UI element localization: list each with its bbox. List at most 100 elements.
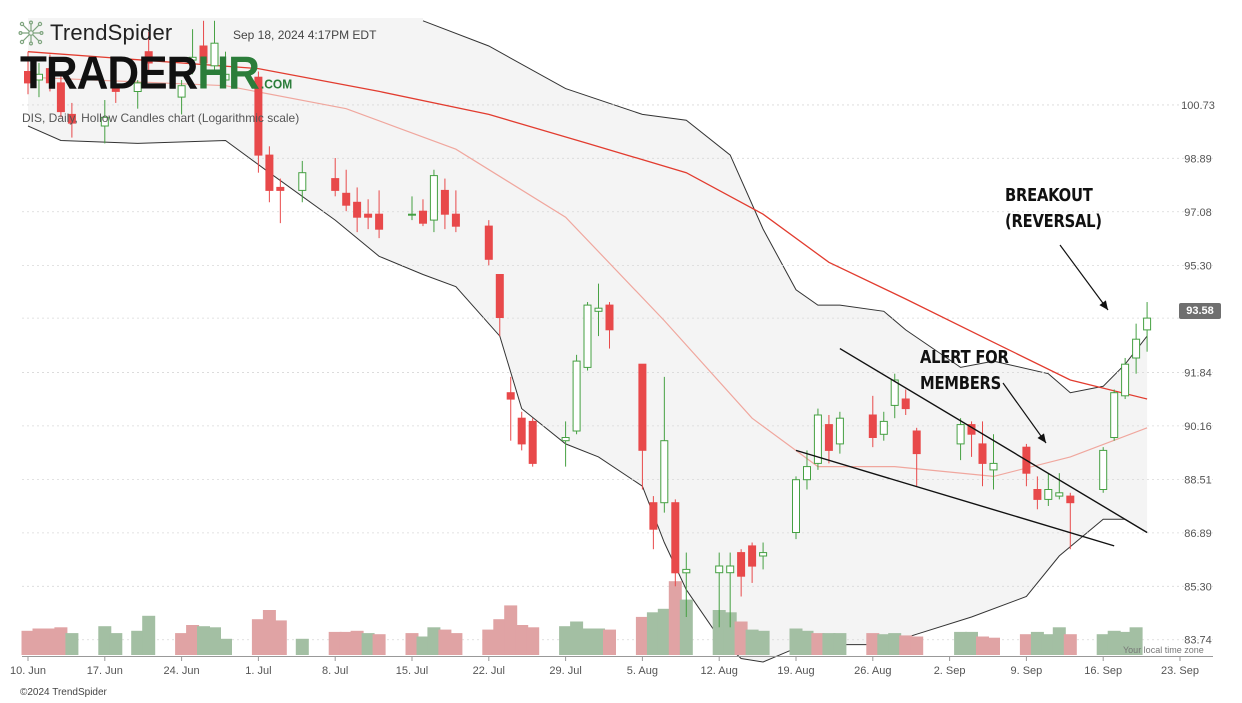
candle-body [605, 304, 614, 331]
candle-body [342, 192, 351, 206]
candle-body [879, 420, 888, 435]
volume-bar [273, 620, 287, 655]
candle-body [35, 73, 43, 81]
candle-body [737, 552, 746, 577]
volume-bar [888, 633, 902, 655]
y-tick-label: 83.74 [1184, 635, 1212, 647]
logo-suffix: .COM [260, 76, 293, 92]
brand-header: TrendSpider [18, 20, 172, 46]
volume-bar [570, 621, 584, 655]
breakout-arrow-shaft [1059, 244, 1109, 311]
chart-timestamp: Sep 18, 2024 4:17PM EDT [233, 28, 377, 42]
candle-body [331, 178, 340, 191]
trendline-layer [795, 347, 1148, 547]
y-tick-label: 95.30 [1184, 260, 1212, 272]
candle-body [1033, 489, 1042, 500]
candle-body [1143, 317, 1152, 331]
candle-body [495, 274, 504, 318]
volume-bar [219, 638, 232, 655]
volume-bar [756, 630, 770, 655]
candle-body [715, 565, 724, 574]
volume-bar [811, 633, 825, 655]
y-tick-label: 98.89 [1184, 153, 1212, 165]
alert-label-line1: ALERT FOR [920, 347, 1009, 368]
volume-bar [43, 628, 57, 655]
volume-bar [1041, 634, 1055, 655]
volume-bar [899, 635, 913, 655]
volume-bar [679, 599, 693, 655]
candle-body [24, 71, 32, 84]
candle-body [956, 424, 965, 445]
candle-body [1044, 489, 1053, 500]
candle-body [375, 213, 384, 230]
candle-body [133, 82, 142, 93]
x-tick-label: 17. Jun [87, 665, 123, 677]
volume-bar [745, 629, 759, 655]
logo-word-trader: TRADER [20, 47, 198, 99]
volume-bar [416, 636, 430, 655]
trendspider-logo-icon [18, 20, 44, 46]
x-tick-label: 1. Jul [245, 665, 271, 677]
candle-body [824, 424, 833, 451]
x-tick-label: 29. Jul [549, 665, 581, 677]
candle-body [484, 225, 493, 260]
volume-bar [833, 633, 847, 655]
candle-body [561, 437, 570, 442]
candle-body [210, 42, 219, 67]
volume-bar [965, 631, 978, 655]
breakout-arrow-head [1099, 300, 1108, 310]
y-tick-label: 88.51 [1184, 474, 1212, 486]
alert-annotation: ALERT FOR MEMBERS [920, 345, 1009, 397]
volume-bar [251, 619, 265, 655]
candle-body [199, 45, 208, 64]
candle-body [100, 116, 109, 127]
volume-bar [350, 630, 364, 655]
x-tick-label: 9. Sep [1010, 665, 1042, 677]
volume-bar [723, 612, 737, 655]
y-tick-label: 86.89 [1184, 528, 1212, 540]
candle-body [67, 113, 76, 124]
volume-bar [339, 631, 353, 655]
annotation-arrows-layer [1002, 244, 1109, 444]
volume-bar [954, 631, 968, 655]
breakout-label-line2: (REVERSAL) [1005, 211, 1102, 232]
candle-body [265, 154, 274, 191]
candle-body [638, 363, 647, 451]
candle-body [890, 379, 899, 406]
candle-body [1099, 449, 1108, 490]
bollinger-lower-line [27, 125, 1148, 663]
candle-body [353, 201, 362, 218]
candle-body [506, 392, 515, 400]
trendline [795, 449, 1115, 547]
volume-bar [515, 625, 529, 655]
candle-body [408, 213, 416, 216]
volume-bar [1129, 627, 1143, 655]
volume-bar [646, 612, 660, 655]
volume-bar [186, 625, 200, 655]
candle-body [671, 502, 680, 574]
brand-name: TrendSpider [50, 20, 173, 45]
volume-bar [789, 628, 803, 655]
candle-body [298, 172, 307, 191]
candle-body [528, 420, 537, 464]
alert-arrow-shaft [1002, 382, 1047, 444]
volume-bar [635, 616, 649, 655]
candle-body [803, 466, 811, 481]
candle-body [254, 76, 263, 156]
candle-body [276, 186, 285, 191]
breakout-annotation: BREAKOUT (REVERSAL) [1005, 183, 1102, 235]
candle-body [364, 213, 373, 218]
candle-body [1110, 392, 1119, 439]
volume-bar [1118, 631, 1132, 655]
candle-body [419, 210, 427, 224]
candle-body [868, 414, 877, 438]
volume-bar [295, 638, 309, 655]
x-tick-label: 26. Aug [854, 665, 891, 677]
chart-subtitle: DIS, Daily, Hollow Candles chart (Logari… [22, 111, 300, 125]
x-tick-label: 16. Sep [1084, 665, 1122, 677]
breakout-label-line1: BREAKOUT [1005, 185, 1093, 206]
y-tick-label: 85.30 [1184, 581, 1212, 593]
volume-bar [987, 637, 1000, 655]
volume-bar [142, 615, 156, 655]
